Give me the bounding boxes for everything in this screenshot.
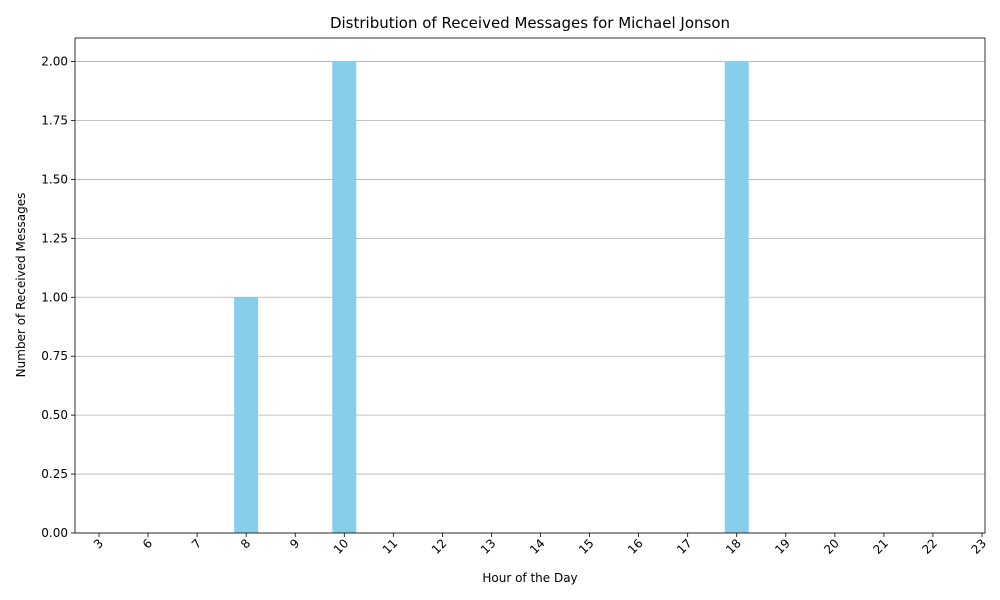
x-tick-label: 10 xyxy=(331,536,352,557)
y-tick-label: 1.50 xyxy=(41,172,68,186)
plot-frame xyxy=(74,37,986,534)
x-tick-label: 19 xyxy=(772,536,793,557)
y-tick-label: 0.25 xyxy=(41,467,68,481)
bar-hour-18 xyxy=(724,61,749,533)
x-tick-label: 17 xyxy=(674,536,695,557)
x-tick-label: 16 xyxy=(625,536,646,557)
x-tick-label: 14 xyxy=(527,536,548,557)
y-tick-label: 1.00 xyxy=(41,290,68,304)
x-tick-label: 12 xyxy=(429,536,450,557)
gridlines xyxy=(75,61,985,534)
x-tick-label: 21 xyxy=(870,536,891,557)
x-tick-label: 15 xyxy=(576,536,597,557)
y-tick-label: 2.00 xyxy=(41,55,68,69)
x-tick-label: 18 xyxy=(723,536,744,557)
y-tick-label: 1.75 xyxy=(41,114,68,128)
y-tick-label: 1.25 xyxy=(41,231,68,245)
x-tick-label: 13 xyxy=(478,536,499,557)
x-tick-label: 6 xyxy=(140,536,155,551)
y-axis-ticks: 0.00 0.25 0.50 0.75 1.00 1.25 1.50 1.75 2.00 xyxy=(41,55,75,540)
y-axis-label: Number of Received Messages xyxy=(14,193,28,378)
x-tick-label: 11 xyxy=(380,536,401,557)
bars xyxy=(234,61,749,533)
x-tick-label: 7 xyxy=(189,536,204,551)
x-tick-label: 3 xyxy=(91,536,106,551)
x-tick-label: 23 xyxy=(968,536,989,557)
x-tick-label: 9 xyxy=(287,536,302,551)
x-tick-label: 22 xyxy=(919,536,940,557)
y-tick-label: 0.75 xyxy=(41,349,68,363)
y-tick-label: 0.00 xyxy=(41,526,68,540)
x-tick-label: 8 xyxy=(238,536,253,551)
y-tick-label: 0.50 xyxy=(41,408,68,422)
bar-hour-8 xyxy=(234,297,259,533)
bar-hour-10 xyxy=(332,61,357,533)
x-axis-ticks: 3 6 7 8 9 10 11 12 13 14 15 16 17 18 19 20 21 22 23 xyxy=(91,533,989,557)
x-tick-label: 20 xyxy=(821,536,842,557)
x-axis-label: Hour of the Day xyxy=(482,571,577,585)
chart-title: Distribution of Received Messages for Mi… xyxy=(330,14,730,32)
